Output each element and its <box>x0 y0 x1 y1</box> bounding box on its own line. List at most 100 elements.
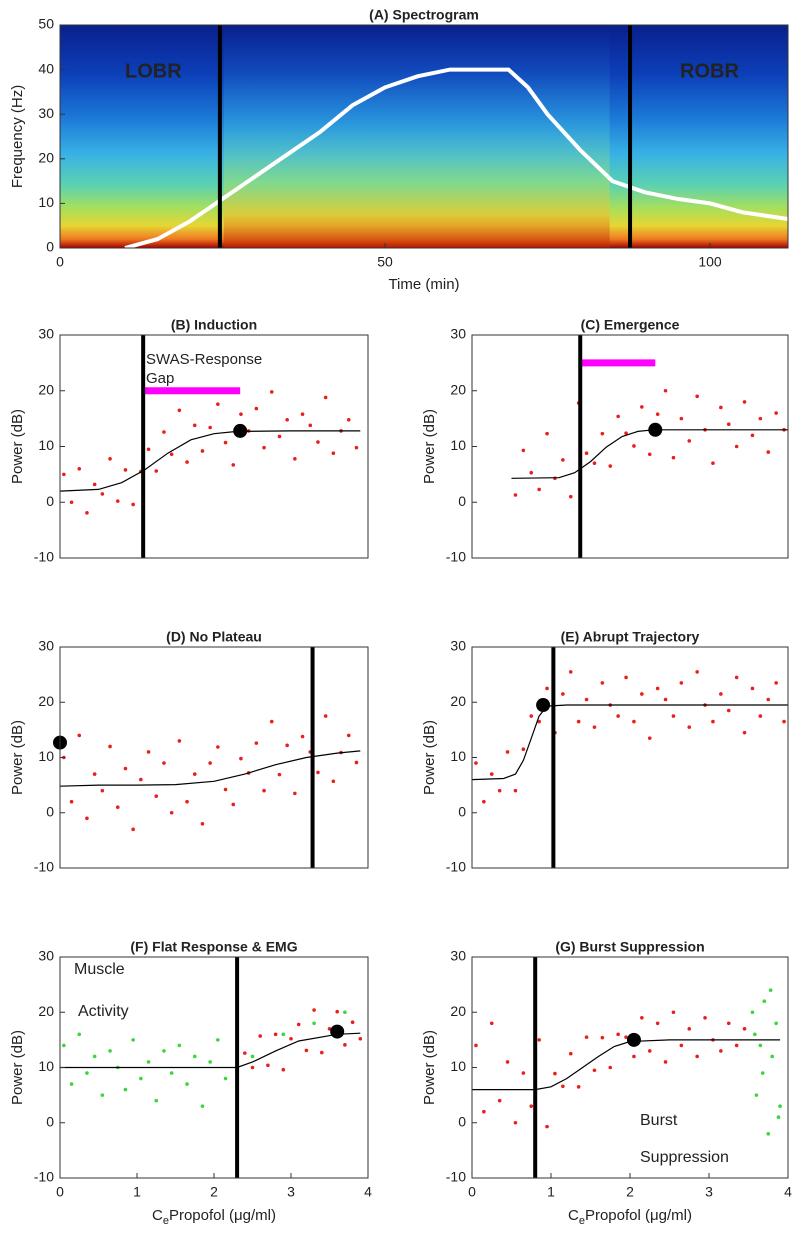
data-point <box>521 448 526 453</box>
data-point <box>742 730 747 735</box>
axes-box <box>471 334 789 559</box>
x-label-subscript: e <box>163 1215 169 1227</box>
y-tick-label: 20 <box>450 1003 466 1019</box>
data-point <box>726 422 731 427</box>
data-point <box>754 1093 759 1097</box>
data-point <box>489 1021 494 1026</box>
panel-title: (A) Spectrogram <box>369 7 479 23</box>
data-point <box>521 747 526 752</box>
x-tick-label: 0 <box>468 1184 476 1200</box>
data-point <box>734 444 739 449</box>
data-point <box>561 692 565 696</box>
data-point <box>760 1071 765 1075</box>
x-tick-label: 4 <box>784 1184 792 1200</box>
data-point <box>742 400 747 404</box>
annotation: Activity <box>78 1003 129 1020</box>
data-point <box>92 482 97 487</box>
data-point <box>100 788 105 793</box>
plateau-marker <box>626 1032 641 1047</box>
data-point <box>663 1060 668 1064</box>
data-point <box>293 791 297 796</box>
data-point <box>774 1021 778 1026</box>
x-axis-label: CePropofol (μg/ml) <box>568 1207 692 1227</box>
data-point <box>782 719 786 724</box>
y-axis-label: Power (dB) <box>9 409 26 484</box>
data-point <box>77 733 82 738</box>
data-point <box>768 988 773 992</box>
x-tick-label: 0 <box>56 254 64 270</box>
data-point <box>647 1049 652 1053</box>
data-point <box>766 450 771 454</box>
y-tick-label: 0 <box>458 1113 466 1129</box>
data-point <box>358 1036 363 1041</box>
data-point <box>85 511 89 515</box>
y-axis-label: Power (dB) <box>421 720 438 795</box>
data-point <box>647 736 652 740</box>
annotation: LOBR <box>125 60 182 82</box>
y-tick-label: 40 <box>38 60 54 76</box>
x-tick-label: 100 <box>698 254 722 270</box>
data-point <box>482 799 486 804</box>
data-point <box>695 1054 699 1059</box>
data-point <box>505 1060 510 1064</box>
axes-box <box>59 24 789 249</box>
data-point <box>108 744 112 749</box>
data-point <box>711 719 715 724</box>
data-point <box>687 725 692 729</box>
data-point <box>655 412 660 416</box>
data-point <box>766 1132 771 1136</box>
x-label-text: Propofol (μg/ml) <box>169 1207 276 1224</box>
data-point <box>576 1085 581 1089</box>
y-axis-label: Power (dB) <box>9 720 26 795</box>
data-point <box>192 772 197 776</box>
y-tick-label: -10 <box>446 859 466 875</box>
data-point <box>655 1021 660 1026</box>
data-point <box>162 1049 166 1053</box>
data-point <box>192 1054 197 1059</box>
data-point <box>146 447 151 452</box>
data-point <box>192 423 197 428</box>
data-point <box>92 772 97 776</box>
data-point <box>277 772 282 777</box>
data-point <box>154 469 159 473</box>
data-point <box>200 822 205 826</box>
data-point <box>671 714 676 718</box>
data-point <box>69 1082 74 1086</box>
data-point <box>719 692 723 696</box>
data-point <box>223 440 228 445</box>
data-point <box>529 470 534 475</box>
fit-curve <box>59 750 361 787</box>
data-point <box>185 460 189 464</box>
y-tick-label: 0 <box>458 803 466 819</box>
data-point <box>711 461 715 466</box>
x-axis-label: CePropofol (μg/ml) <box>152 1207 276 1227</box>
y-tick-label: -10 <box>34 549 54 565</box>
y-tick-label: -10 <box>446 1169 466 1185</box>
data-point <box>281 1067 286 1072</box>
data-point <box>100 1093 105 1097</box>
y-tick-label: 10 <box>450 748 466 764</box>
data-point <box>600 681 605 685</box>
data-point <box>505 750 510 754</box>
data-point <box>177 739 182 743</box>
y-tick-label: 10 <box>38 748 54 764</box>
data-point <box>632 444 636 448</box>
plateau-marker <box>648 422 663 437</box>
data-point <box>346 733 351 738</box>
data-point <box>545 1124 549 1129</box>
data-point <box>776 1115 781 1120</box>
data-point <box>624 675 628 680</box>
data-point <box>663 697 668 702</box>
data-point <box>545 431 549 436</box>
data-point <box>655 686 660 691</box>
data-point <box>537 487 541 492</box>
data-point <box>266 1063 270 1068</box>
data-point <box>185 799 189 804</box>
data-point <box>774 411 778 415</box>
data-point <box>323 395 328 400</box>
data-point <box>69 500 74 505</box>
data-point <box>300 412 305 416</box>
data-point <box>200 449 205 453</box>
data-point <box>92 1054 97 1059</box>
